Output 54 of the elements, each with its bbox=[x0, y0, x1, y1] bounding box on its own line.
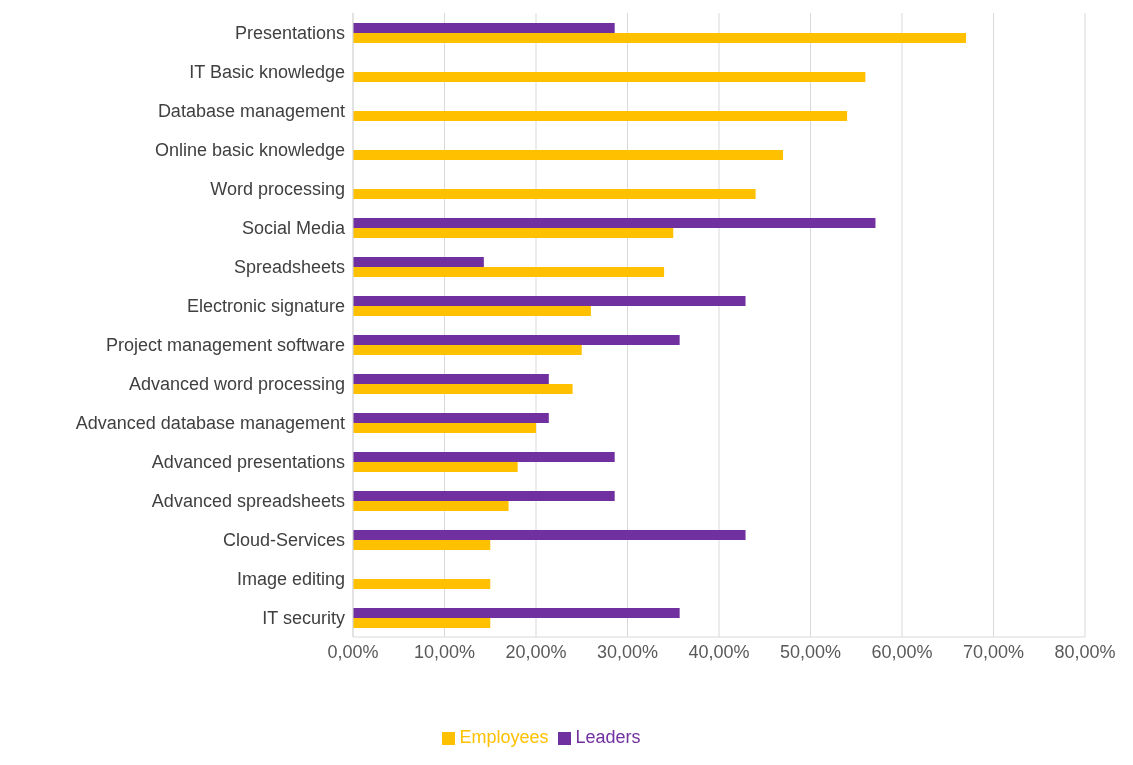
x-tick-label: 70,00% bbox=[962, 641, 1025, 662]
y-tick-label: Cloud-Services bbox=[222, 529, 345, 550]
y-tick-label: Advanced database management bbox=[75, 412, 345, 433]
x-tick-label: 20,00% bbox=[505, 641, 567, 662]
bar bbox=[353, 150, 784, 160]
bar bbox=[353, 579, 491, 589]
y-tick-label: Electronic signature bbox=[186, 295, 345, 316]
bar bbox=[353, 452, 615, 462]
bar bbox=[353, 345, 582, 355]
bar bbox=[353, 189, 756, 199]
y-tick-label: Online basic knowledge bbox=[154, 139, 345, 160]
y-tick-label: Advanced presentations bbox=[151, 451, 345, 472]
x-tick-label: 30,00% bbox=[596, 641, 659, 662]
bar bbox=[353, 267, 665, 277]
y-tick-label: IT Basic knowledge bbox=[189, 61, 345, 82]
y-tick-label: Presentations bbox=[234, 22, 345, 43]
bar bbox=[353, 218, 876, 228]
legend-label: Employees bbox=[459, 727, 549, 747]
legend-label: Leaders bbox=[575, 727, 641, 747]
x-tick-label: 40,00% bbox=[688, 641, 750, 662]
x-tick-label: 10,00% bbox=[413, 641, 476, 662]
bar bbox=[353, 111, 848, 121]
bar bbox=[353, 335, 680, 345]
y-tick-label: Word processing bbox=[210, 178, 345, 199]
bar bbox=[353, 501, 509, 511]
y-tick-label: Social Media bbox=[241, 217, 346, 238]
bar bbox=[353, 491, 615, 501]
bar bbox=[353, 23, 615, 33]
y-tick-label: Advanced spreadsheets bbox=[151, 490, 345, 511]
bar bbox=[353, 33, 967, 43]
y-tick-label: Database management bbox=[157, 100, 345, 121]
bar bbox=[353, 423, 536, 433]
bar bbox=[353, 618, 491, 628]
bar bbox=[353, 296, 746, 306]
bar bbox=[353, 384, 573, 394]
bar bbox=[353, 413, 549, 423]
x-tick-label: 50,00% bbox=[779, 641, 842, 662]
bar bbox=[353, 462, 518, 472]
x-tick-label: 60,00% bbox=[871, 641, 933, 662]
bar bbox=[353, 608, 680, 618]
bar bbox=[353, 306, 591, 316]
bar bbox=[353, 530, 746, 540]
bar bbox=[353, 72, 866, 82]
y-tick-label: Advanced word processing bbox=[128, 373, 345, 394]
bar bbox=[353, 374, 549, 384]
bar bbox=[353, 228, 674, 238]
x-tick-label: 80,00% bbox=[1054, 641, 1116, 662]
bar bbox=[353, 257, 484, 267]
y-tick-label: IT security bbox=[262, 607, 345, 628]
x-tick-label: 0,00% bbox=[327, 641, 379, 662]
y-tick-label: Image editing bbox=[236, 568, 345, 589]
y-tick-label: Spreadsheets bbox=[233, 256, 345, 277]
bar bbox=[353, 540, 491, 550]
y-tick-label: Project management software bbox=[105, 334, 345, 355]
